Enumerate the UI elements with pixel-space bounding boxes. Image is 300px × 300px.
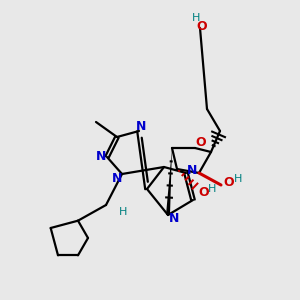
Text: O: O — [199, 185, 209, 199]
Text: N: N — [96, 151, 106, 164]
Text: H: H — [234, 174, 242, 184]
Text: O: O — [196, 136, 206, 149]
Text: N: N — [136, 121, 146, 134]
Polygon shape — [166, 148, 172, 215]
Text: N: N — [187, 164, 197, 176]
Text: N: N — [169, 212, 179, 224]
Text: H: H — [208, 184, 216, 194]
Text: O: O — [197, 20, 207, 32]
Text: O: O — [224, 176, 234, 188]
Text: H: H — [192, 13, 200, 23]
Text: H: H — [119, 207, 127, 217]
Text: N: N — [112, 172, 122, 184]
